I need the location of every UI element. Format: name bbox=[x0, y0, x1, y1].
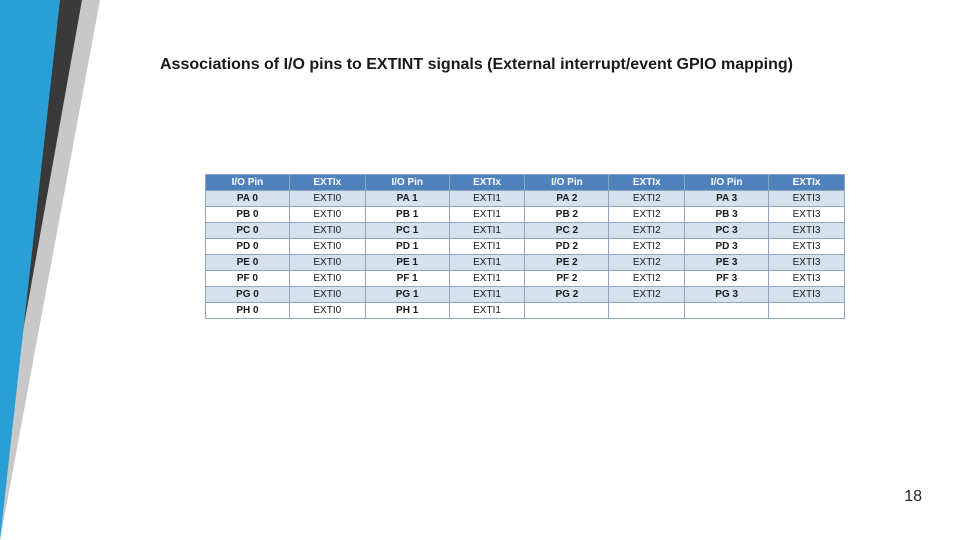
col-header: I/O Pin bbox=[685, 175, 769, 191]
cell-pin: PD 3 bbox=[685, 239, 769, 255]
cell-exti: EXTI3 bbox=[769, 223, 845, 239]
cell-exti: EXTI3 bbox=[769, 255, 845, 271]
cell-exti: EXTI1 bbox=[449, 255, 525, 271]
cell-pin: PA 3 bbox=[685, 191, 769, 207]
cell-exti: EXTI2 bbox=[609, 255, 685, 271]
cell-pin: PH 1 bbox=[365, 303, 449, 319]
cell-pin bbox=[525, 303, 609, 319]
cell-pin: PG 0 bbox=[206, 287, 290, 303]
table-row: PC 0 EXTI0 PC 1 EXTI1 PC 2 EXTI2 PC 3 EX… bbox=[206, 223, 845, 239]
cell-exti: EXTI3 bbox=[769, 287, 845, 303]
page-title: Associations of I/O pins to EXTINT signa… bbox=[160, 56, 920, 74]
accent-corner bbox=[0, 0, 110, 540]
col-header: EXTIx bbox=[609, 175, 685, 191]
cell-pin: PA 1 bbox=[365, 191, 449, 207]
cell-pin: PA 2 bbox=[525, 191, 609, 207]
page-number: 18 bbox=[904, 488, 922, 506]
cell-pin: PF 2 bbox=[525, 271, 609, 287]
cell-pin: PE 2 bbox=[525, 255, 609, 271]
table-row: PD 0 EXTI0 PD 1 EXTI1 PD 2 EXTI2 PD 3 EX… bbox=[206, 239, 845, 255]
cell-exti: EXTI1 bbox=[449, 191, 525, 207]
col-header: EXTIx bbox=[449, 175, 525, 191]
col-header: EXTIx bbox=[289, 175, 365, 191]
cell-pin: PF 0 bbox=[206, 271, 290, 287]
cell-pin: PB 3 bbox=[685, 207, 769, 223]
mapping-table-container: I/O Pin EXTIx I/O Pin EXTIx I/O Pin EXTI… bbox=[205, 174, 845, 319]
table-row: PE 0 EXTI0 PE 1 EXTI1 PE 2 EXTI2 PE 3 EX… bbox=[206, 255, 845, 271]
cell-exti: EXTI2 bbox=[609, 239, 685, 255]
cell-exti: EXTI3 bbox=[769, 191, 845, 207]
cell-pin: PC 1 bbox=[365, 223, 449, 239]
cell-exti: EXTI2 bbox=[609, 271, 685, 287]
cell-exti: EXTI0 bbox=[289, 287, 365, 303]
cell-exti: EXTI1 bbox=[449, 287, 525, 303]
cell-pin: PE 3 bbox=[685, 255, 769, 271]
cell-exti: EXTI3 bbox=[769, 271, 845, 287]
cell-pin: PF 3 bbox=[685, 271, 769, 287]
table-body: PA 0 EXTI0 PA 1 EXTI1 PA 2 EXTI2 PA 3 EX… bbox=[206, 191, 845, 319]
cell-exti: EXTI1 bbox=[449, 223, 525, 239]
table-row: PA 0 EXTI0 PA 1 EXTI1 PA 2 EXTI2 PA 3 EX… bbox=[206, 191, 845, 207]
cell-exti: EXTI0 bbox=[289, 255, 365, 271]
cell-pin: PC 2 bbox=[525, 223, 609, 239]
cell-pin: PB 1 bbox=[365, 207, 449, 223]
cell-pin: PB 0 bbox=[206, 207, 290, 223]
cell-exti: EXTI1 bbox=[449, 271, 525, 287]
cell-pin: PD 2 bbox=[525, 239, 609, 255]
cell-pin: PE 0 bbox=[206, 255, 290, 271]
cell-pin: PH 0 bbox=[206, 303, 290, 319]
col-header: I/O Pin bbox=[206, 175, 290, 191]
table-row: PB 0 EXTI0 PB 1 EXTI1 PB 2 EXTI2 PB 3 EX… bbox=[206, 207, 845, 223]
cell-exti bbox=[769, 303, 845, 319]
cell-exti: EXTI0 bbox=[289, 191, 365, 207]
cell-pin: PE 1 bbox=[365, 255, 449, 271]
cell-exti: EXTI0 bbox=[289, 271, 365, 287]
cell-pin bbox=[685, 303, 769, 319]
cell-exti: EXTI3 bbox=[769, 207, 845, 223]
mapping-table: I/O Pin EXTIx I/O Pin EXTIx I/O Pin EXTI… bbox=[205, 174, 845, 319]
cell-pin: PC 3 bbox=[685, 223, 769, 239]
cell-exti: EXTI1 bbox=[449, 207, 525, 223]
cell-exti: EXTI0 bbox=[289, 207, 365, 223]
cell-exti: EXTI2 bbox=[609, 207, 685, 223]
table-row: PF 0 EXTI0 PF 1 EXTI1 PF 2 EXTI2 PF 3 EX… bbox=[206, 271, 845, 287]
cell-pin: PA 0 bbox=[206, 191, 290, 207]
cell-pin: PF 1 bbox=[365, 271, 449, 287]
cell-exti: EXTI3 bbox=[769, 239, 845, 255]
cell-pin: PG 2 bbox=[525, 287, 609, 303]
col-header: I/O Pin bbox=[525, 175, 609, 191]
cell-pin: PG 3 bbox=[685, 287, 769, 303]
cell-exti: EXTI1 bbox=[449, 239, 525, 255]
cell-exti: EXTI0 bbox=[289, 239, 365, 255]
col-header: I/O Pin bbox=[365, 175, 449, 191]
cell-exti: EXTI2 bbox=[609, 287, 685, 303]
cell-exti: EXTI2 bbox=[609, 191, 685, 207]
cell-exti: EXTI0 bbox=[289, 303, 365, 319]
table-row: PG 0 EXTI0 PG 1 EXTI1 PG 2 EXTI2 PG 3 EX… bbox=[206, 287, 845, 303]
col-header: EXTIx bbox=[769, 175, 845, 191]
cell-pin: PC 0 bbox=[206, 223, 290, 239]
cell-pin: PG 1 bbox=[365, 287, 449, 303]
cell-exti bbox=[609, 303, 685, 319]
cell-pin: PD 1 bbox=[365, 239, 449, 255]
table-header-row: I/O Pin EXTIx I/O Pin EXTIx I/O Pin EXTI… bbox=[206, 175, 845, 191]
cell-pin: PD 0 bbox=[206, 239, 290, 255]
cell-exti: EXTI2 bbox=[609, 223, 685, 239]
table-row: PH 0 EXTI0 PH 1 EXTI1 bbox=[206, 303, 845, 319]
cell-pin: PB 2 bbox=[525, 207, 609, 223]
cell-exti: EXTI0 bbox=[289, 223, 365, 239]
cell-exti: EXTI1 bbox=[449, 303, 525, 319]
